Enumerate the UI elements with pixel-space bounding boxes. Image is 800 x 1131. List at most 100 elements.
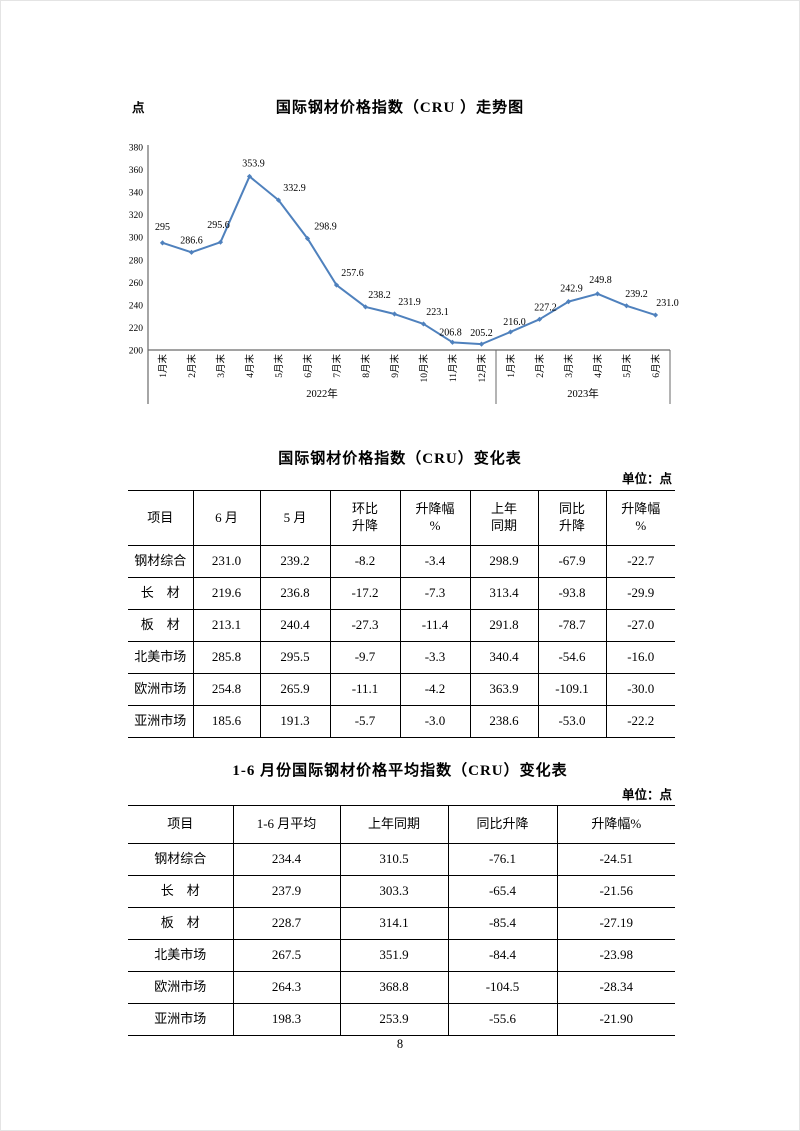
data-point-label: 298.9 xyxy=(314,221,337,232)
column-header: 项目 xyxy=(128,805,234,844)
table-cell: 185.6 xyxy=(193,705,261,738)
table-cell: 340.4 xyxy=(470,641,539,674)
data-point-marker xyxy=(188,249,195,255)
x-axis-month-label: 2月末 xyxy=(186,354,198,378)
table-cell: 265.9 xyxy=(260,673,331,706)
data-point-marker xyxy=(623,303,630,309)
table-cell: -4.2 xyxy=(400,673,471,706)
y-axis-tick-label: 240 xyxy=(129,301,144,311)
column-header: 升降幅 % xyxy=(621,501,661,533)
table-cell: -3.4 xyxy=(400,545,471,578)
data-point-label: 242.9 xyxy=(560,284,583,295)
table-cell: 239.2 xyxy=(260,545,331,578)
table-cell: -85.4 xyxy=(448,907,558,940)
table-cell: 219.6 xyxy=(193,577,261,610)
x-axis-month-label: 1月末 xyxy=(157,354,169,378)
table-cell: 240.4 xyxy=(260,609,331,642)
table-row: 钢材综合 234.4 310.5 -76.1 -24.51 xyxy=(128,843,675,876)
data-point-marker xyxy=(565,299,572,305)
x-axis-month-label: 6月末 xyxy=(650,354,662,378)
y-axis-tick-label: 280 xyxy=(129,256,144,266)
table-cell: 234.4 xyxy=(233,843,341,876)
x-axis-month-label: 3月末 xyxy=(563,354,575,378)
table-cell: -30.0 xyxy=(627,681,655,697)
data-point-label: 216.0 xyxy=(503,317,526,328)
table-cell: -7.3 xyxy=(400,577,471,610)
steel-price-trend-chart: 200 220 240 260 280 300 320 340 360 380 1月末 2月末 3月末 4… xyxy=(129,144,679,404)
y-axis-tick-label: 220 xyxy=(129,324,144,334)
x-axis-month-label: 9月末 xyxy=(389,354,401,378)
data-point-marker xyxy=(246,173,253,180)
table-cell: -27.0 xyxy=(627,617,655,633)
table-row: 板 材 228.7 314.1 -85.4 -27.19 xyxy=(128,907,675,940)
x-axis-month-label: 2月末 xyxy=(534,354,546,378)
data-point-label: 353.9 xyxy=(242,158,265,169)
data-point-marker xyxy=(159,240,166,246)
table-row: 北美市场 267.5 351.9 -84.4 -23.98 xyxy=(128,939,675,972)
column-header: 升降幅% xyxy=(591,816,642,832)
table-cell: 254.8 xyxy=(193,673,261,706)
data-point-label: 332.9 xyxy=(283,183,306,194)
table-row: 亚洲市场 185.6 191.3 -5.7 -3.0 238.6 -53.0 -22.2 xyxy=(128,705,675,738)
data-point-marker xyxy=(449,339,456,345)
data-point-marker xyxy=(333,282,340,288)
chart-title: 国际钢材价格指数（CRU ）走势图 xyxy=(275,100,525,116)
row-label: 亚洲市场 xyxy=(128,705,194,738)
table-cell: -8.2 xyxy=(330,545,401,578)
table-cell: -9.7 xyxy=(330,641,401,674)
table-row: 板 材 213.1 240.4 -27.3 -11.4 291.8 -78.7 -27.0 xyxy=(128,609,675,642)
table-cell: 303.3 xyxy=(340,875,449,908)
x-axis-month-label: 6月末 xyxy=(302,354,314,378)
table-cell: 368.8 xyxy=(340,971,449,1004)
table-cell: 310.5 xyxy=(340,843,449,876)
column-header: 1-6 月平均 xyxy=(233,805,341,844)
year-group-label: 2022年 xyxy=(306,387,338,400)
x-axis-month-label: 12月末 xyxy=(476,354,488,383)
table-cell: -11.4 xyxy=(400,609,471,642)
x-axis-month-label: 1月末 xyxy=(505,354,517,378)
table-row: 北美市场 285.8 295.5 -9.7 -3.3 340.4 -54.6 -16.0 xyxy=(128,641,675,674)
row-label: 长 材 xyxy=(128,875,234,908)
table-cell: 291.8 xyxy=(470,609,539,642)
y-axis-tick-label: 300 xyxy=(129,234,144,244)
table-cell: -84.4 xyxy=(448,939,558,972)
monthly-change-table-title: 国际钢材价格指数（CRU）变化表 xyxy=(278,451,522,467)
table-row: 亚洲市场 198.3 253.9 -55.6 -21.90 xyxy=(128,1003,675,1036)
table-cell: -27.3 xyxy=(330,609,401,642)
monthly-change-table-unit: 单位：点 xyxy=(621,472,672,486)
row-label: 钢材综合 xyxy=(128,545,194,578)
y-axis-tick-label: 340 xyxy=(129,189,144,199)
table-cell: 236.8 xyxy=(260,577,331,610)
table-cell: -76.1 xyxy=(448,843,558,876)
year-group-label: 2023年 xyxy=(567,387,599,400)
table-cell: 267.5 xyxy=(233,939,341,972)
data-point-marker xyxy=(362,304,369,310)
data-point-label: 231.9 xyxy=(398,297,421,308)
table-cell: -93.8 xyxy=(538,577,607,610)
y-axis-tick-label: 320 xyxy=(129,211,144,221)
data-point-marker xyxy=(275,197,282,203)
row-label: 钢材综合 xyxy=(128,843,234,876)
table-cell: -65.4 xyxy=(448,875,558,908)
header-row: 项目 1-6 月平均 上年同期 同比升降 升降幅% xyxy=(128,805,675,844)
x-axis-month-label: 7月末 xyxy=(331,354,343,378)
column-header: 同比升降 xyxy=(448,805,558,844)
data-point-marker xyxy=(594,291,601,297)
table-cell: 231.0 xyxy=(193,545,261,578)
average-index-table-unit: 单位：点 xyxy=(621,788,672,802)
table-cell: 314.1 xyxy=(340,907,449,940)
data-point-marker xyxy=(536,316,543,322)
data-point-label: 238.2 xyxy=(368,290,391,301)
table-cell: -21.90 xyxy=(599,1011,634,1027)
y-axis-tick-label: 200 xyxy=(129,347,144,357)
table-cell: 198.3 xyxy=(233,1003,341,1036)
table-cell: 228.7 xyxy=(233,907,341,940)
table-cell: -78.7 xyxy=(538,609,607,642)
row-label: 北美市场 xyxy=(128,939,234,972)
column-header: 5 月 xyxy=(260,490,331,546)
data-point-label: 249.8 xyxy=(589,275,612,286)
table-cell: -22.2 xyxy=(627,713,655,729)
